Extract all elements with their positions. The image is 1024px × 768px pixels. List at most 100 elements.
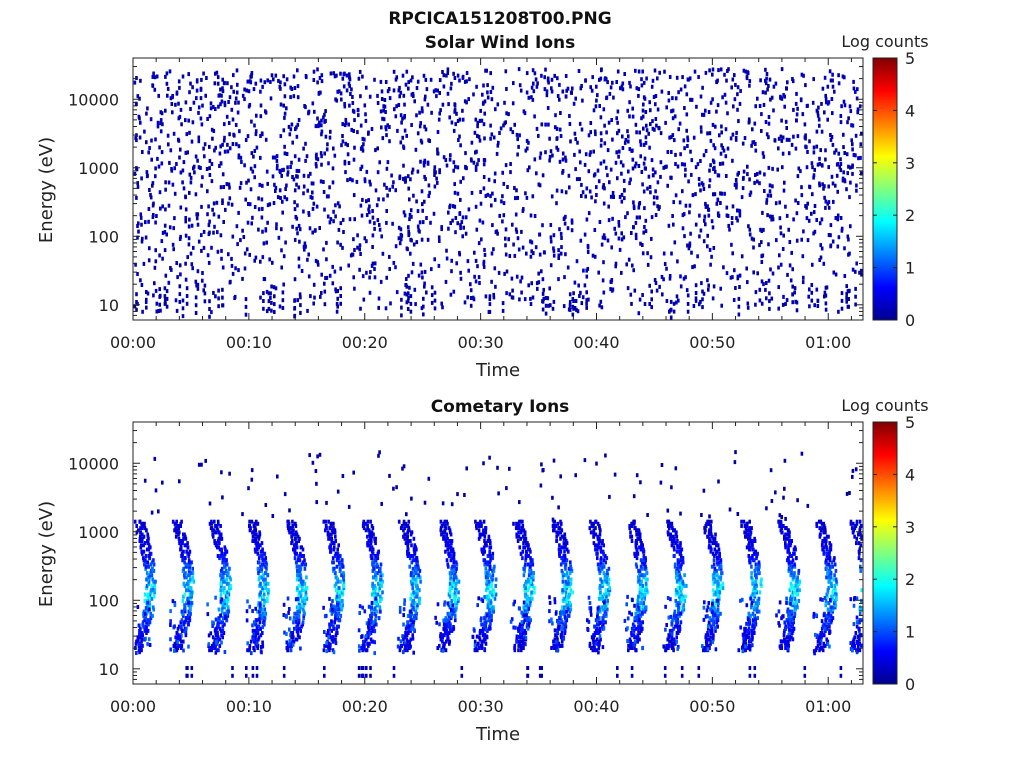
heatmap-cell — [689, 231, 692, 236]
heatmap-cell — [138, 635, 141, 640]
heatmap-cell — [699, 94, 703, 99]
heatmap-cell — [266, 181, 269, 186]
heatmap-cell — [278, 304, 282, 309]
heatmap-cell — [291, 528, 294, 533]
heatmap-cell — [671, 214, 674, 218]
heatmap-cell — [487, 601, 490, 606]
heatmap-cell — [173, 216, 176, 221]
heatmap-cell — [783, 104, 786, 109]
heatmap-cell — [649, 255, 653, 260]
heatmap-cell — [314, 124, 318, 129]
heatmap-cell — [637, 93, 640, 98]
heatmap-cell — [739, 89, 742, 93]
heatmap-cell — [688, 241, 692, 246]
heatmap-cell — [595, 98, 598, 103]
heatmap-cell — [571, 86, 574, 91]
heatmap-cell — [857, 156, 860, 161]
heatmap-cell — [252, 646, 255, 650]
heatmap-cell — [385, 166, 389, 171]
heatmap-cell — [293, 543, 296, 548]
heatmap-cell — [306, 257, 309, 262]
heatmap-cell — [302, 609, 306, 614]
heatmap-cell — [248, 646, 251, 650]
heatmap-cell — [787, 227, 790, 232]
heatmap-cell — [320, 162, 323, 167]
heatmap-cell — [140, 648, 143, 653]
heatmap-cell — [374, 573, 377, 578]
heatmap-cell — [320, 129, 324, 134]
heatmap-cell — [343, 123, 347, 128]
heatmap-cell — [290, 526, 293, 531]
heatmap-cell — [188, 549, 192, 554]
heatmap-cell — [654, 213, 658, 217]
heatmap-cell — [259, 103, 263, 108]
heatmap-cell — [216, 554, 220, 558]
heatmap-cell — [492, 607, 495, 612]
heatmap-cell — [145, 577, 148, 582]
heatmap-cell — [208, 219, 211, 224]
heatmap-cell — [169, 637, 172, 642]
heatmap-cell — [369, 622, 372, 627]
heatmap-cell — [197, 135, 201, 140]
heatmap-cell — [297, 169, 301, 173]
heatmap-cell — [490, 592, 494, 597]
heatmap-cell — [642, 189, 646, 194]
heatmap-cell — [243, 266, 247, 271]
heatmap-cell — [264, 137, 268, 142]
heatmap-cell — [294, 524, 298, 528]
heatmap-cell — [626, 286, 630, 291]
heatmap-cell — [142, 524, 146, 528]
heatmap-cell — [261, 255, 265, 260]
heatmap-cell — [303, 611, 306, 616]
heatmap-cell — [316, 157, 320, 162]
heatmap-cell — [189, 611, 192, 616]
heatmap-cell — [275, 166, 279, 171]
heatmap-cell — [415, 547, 418, 552]
heatmap-cell — [476, 162, 479, 167]
heatmap-cell — [134, 101, 138, 106]
heatmap-cell — [387, 87, 391, 91]
heatmap-cell — [654, 170, 657, 175]
heatmap-cell — [406, 639, 409, 644]
heatmap-cell — [416, 564, 420, 569]
heatmap-cell — [455, 111, 458, 116]
heatmap-cell — [708, 184, 711, 189]
heatmap-cell — [483, 136, 486, 141]
heatmap-cell — [361, 74, 364, 79]
heatmap-cell — [194, 303, 198, 308]
heatmap-cell — [258, 609, 261, 614]
heatmap-cell — [338, 89, 341, 94]
heatmap-cell — [458, 117, 462, 122]
heatmap-cell — [213, 639, 216, 644]
heatmap-cell — [483, 252, 487, 257]
heatmap-cell — [692, 135, 696, 140]
heatmap-cell — [795, 238, 799, 243]
heatmap-cell — [584, 194, 587, 199]
heatmap-cell — [616, 120, 619, 125]
heatmap-cell — [420, 189, 424, 194]
heatmap-cell — [363, 643, 366, 648]
heatmap-cell — [650, 84, 654, 89]
heatmap-cell — [407, 233, 410, 238]
heatmap-cell — [736, 92, 739, 97]
heatmap-cell — [439, 526, 443, 531]
heatmap-cell — [816, 113, 820, 118]
heatmap-cell — [661, 292, 664, 297]
heatmap-cell — [250, 74, 253, 79]
heatmap-cell — [196, 269, 200, 274]
heatmap-cell — [741, 186, 745, 191]
heatmap-cell — [423, 97, 427, 102]
heatmap-cell — [517, 67, 521, 72]
heatmap-cell — [777, 285, 780, 290]
heatmap-cell — [804, 144, 807, 149]
heatmap-cell — [514, 212, 518, 217]
heatmap-cell — [575, 177, 579, 182]
heatmap-cell — [621, 134, 624, 139]
heatmap-cell — [221, 172, 225, 177]
heatmap-cell — [182, 594, 185, 599]
heatmap-cell — [411, 633, 414, 638]
heatmap-cell — [366, 635, 370, 640]
heatmap-cell — [501, 308, 505, 313]
heatmap-cell — [572, 291, 575, 296]
heatmap-cell — [758, 170, 762, 175]
